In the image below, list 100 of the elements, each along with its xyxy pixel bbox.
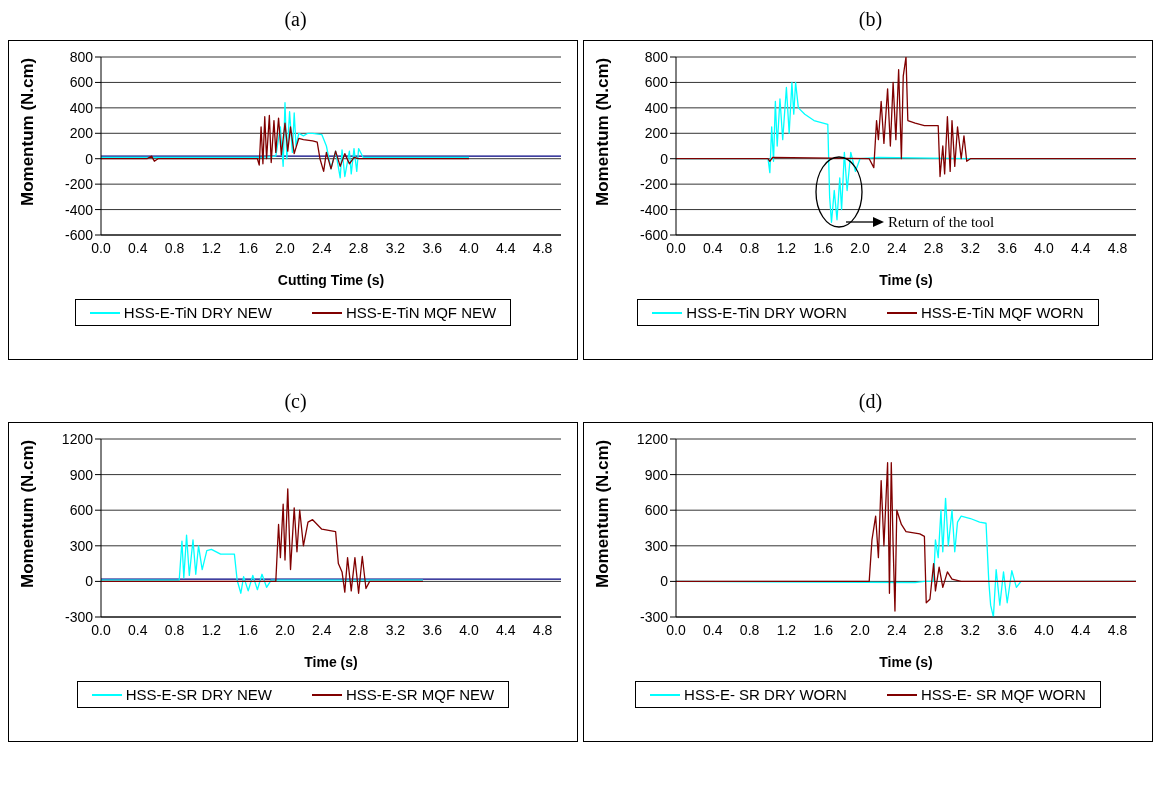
x-tick-label: 0.8 — [164, 621, 185, 638]
x-tick-label: 0.0 — [91, 621, 111, 638]
x-tick-label: 0.4 — [128, 621, 148, 638]
x-tick-label: 1.6 — [813, 621, 834, 638]
x-tick-label: 4.8 — [532, 239, 553, 256]
chart-title: (b) — [857, 8, 884, 33]
x-tick-label: 2.0 — [275, 239, 295, 256]
y-tick-label: 800 — [644, 48, 669, 65]
x-tick-label: 2.8 — [348, 239, 369, 256]
x-tick-label: 3.2 — [385, 239, 406, 256]
x-tick-label: 4.8 — [1107, 621, 1128, 638]
y-tick-label: 200 — [644, 125, 669, 142]
x-axis-title: Time (s) — [879, 654, 933, 670]
y-tick-label: -400 — [64, 201, 94, 218]
y-tick-label: -200 — [639, 176, 669, 193]
x-tick-label: 2.0 — [850, 621, 870, 638]
x-tick-label: 2.8 — [923, 621, 944, 638]
x-tick-label: 4.4 — [1071, 621, 1091, 638]
x-tick-label: 0.4 — [703, 239, 723, 256]
y-tick-label: -300 — [639, 608, 669, 625]
x-tick-label: 2.0 — [275, 621, 295, 638]
x-tick-label: 0.4 — [128, 239, 148, 256]
y-tick-label: -400 — [639, 201, 669, 218]
x-tick-label: 2.0 — [850, 239, 870, 256]
line-series — [101, 102, 470, 179]
y-tick-label: 0 — [660, 150, 669, 167]
x-axis-title: Cutting Time (s) — [277, 272, 385, 288]
chart-title: (c) — [283, 390, 308, 415]
x-tick-label: 1.2 — [776, 239, 797, 256]
legend-label: HSS-E-SR DRY NEW — [124, 686, 272, 703]
annotation: Return of the tool — [888, 214, 995, 230]
x-tick-label: 3.2 — [960, 239, 981, 256]
y-tick-label: 300 — [69, 537, 94, 554]
x-tick-label: 1.6 — [813, 239, 834, 256]
x-tick-label: 2.4 — [312, 239, 332, 256]
line-series — [101, 534, 424, 594]
legend-label: HSS-E-TiN DRY WORN — [685, 304, 847, 321]
x-tick-label: 4.4 — [1071, 239, 1091, 256]
x-axis-title: Time (s) — [879, 272, 933, 288]
x-tick-label: 4.0 — [459, 239, 479, 256]
x-axis-title: Time (s) — [304, 654, 358, 670]
x-tick-label: 2.4 — [887, 621, 907, 638]
y-tick-label: 600 — [69, 502, 94, 519]
y-tick-label: 900 — [69, 466, 94, 483]
x-tick-label: 3.2 — [960, 621, 981, 638]
x-tick-label: 4.4 — [496, 239, 516, 256]
y-tick-label: 400 — [69, 99, 94, 116]
y-tick-label: 600 — [644, 502, 669, 519]
y-tick-label: 300 — [644, 537, 669, 554]
legend-label: HSS-E-TiN DRY NEW — [122, 304, 272, 321]
x-tick-label: 4.4 — [496, 621, 516, 638]
x-tick-label: 1.6 — [238, 239, 259, 256]
y-axis-title: Momentum (N.cm) — [18, 57, 38, 206]
y-tick-label: 600 — [644, 74, 669, 91]
x-tick-label: 4.0 — [1034, 621, 1054, 638]
x-tick-label: 0.8 — [164, 239, 185, 256]
chart-title: (d) — [857, 390, 884, 415]
x-tick-label: 0.8 — [739, 239, 760, 256]
x-tick-label: 4.8 — [532, 621, 553, 638]
legend-label: HSS-E-TiN MQF WORN — [919, 304, 1084, 321]
x-tick-label: 0.0 — [666, 239, 686, 256]
legend-label: HSS-E-SR MQF NEW — [344, 686, 495, 703]
y-tick-label: 0 — [85, 573, 94, 590]
y-tick-label: 900 — [644, 466, 669, 483]
y-tick-label: 600 — [69, 74, 94, 91]
y-tick-label: 1200 — [61, 430, 94, 447]
x-tick-label: 2.8 — [348, 621, 369, 638]
x-tick-label: 3.2 — [385, 621, 406, 638]
y-tick-label: 1200 — [636, 430, 669, 447]
y-tick-label: -600 — [639, 226, 669, 243]
line-series — [101, 114, 470, 173]
x-tick-label: 0.4 — [703, 621, 723, 638]
line-series — [101, 488, 424, 594]
y-tick-label: 0 — [85, 150, 94, 167]
legend-label: HSS-E- SR DRY WORN — [683, 686, 847, 703]
y-tick-label: 400 — [644, 99, 669, 116]
y-tick-label: 0 — [660, 573, 669, 590]
x-tick-label: 3.6 — [422, 239, 443, 256]
x-tick-label: 2.4 — [312, 621, 332, 638]
x-tick-label: 4.0 — [1034, 239, 1054, 256]
x-tick-label: 2.8 — [923, 239, 944, 256]
x-tick-label: 0.0 — [666, 621, 686, 638]
x-tick-label: 4.8 — [1107, 239, 1128, 256]
x-tick-label: 3.6 — [997, 239, 1018, 256]
x-tick-label: 3.6 — [422, 621, 443, 638]
y-axis-title: Momentum (N.cm) — [593, 439, 613, 588]
y-tick-label: -200 — [64, 176, 94, 193]
chart-title: (a) — [283, 8, 308, 33]
x-tick-label: 0.8 — [739, 621, 760, 638]
y-axis-title: Momentum (N.cm) — [18, 439, 38, 588]
y-axis-title: Momentum (N.cm) — [593, 57, 613, 206]
y-tick-label: -600 — [64, 226, 94, 243]
x-tick-label: 2.4 — [887, 239, 907, 256]
legend-label: HSS-E-TiN MQF NEW — [344, 304, 497, 321]
y-tick-label: 800 — [69, 48, 94, 65]
x-tick-label: 1.2 — [201, 621, 222, 638]
x-tick-label: 1.6 — [238, 621, 259, 638]
x-tick-label: 1.2 — [776, 621, 797, 638]
legend-label: HSS-E- SR MQF WORN — [919, 686, 1086, 703]
y-tick-label: 200 — [69, 125, 94, 142]
